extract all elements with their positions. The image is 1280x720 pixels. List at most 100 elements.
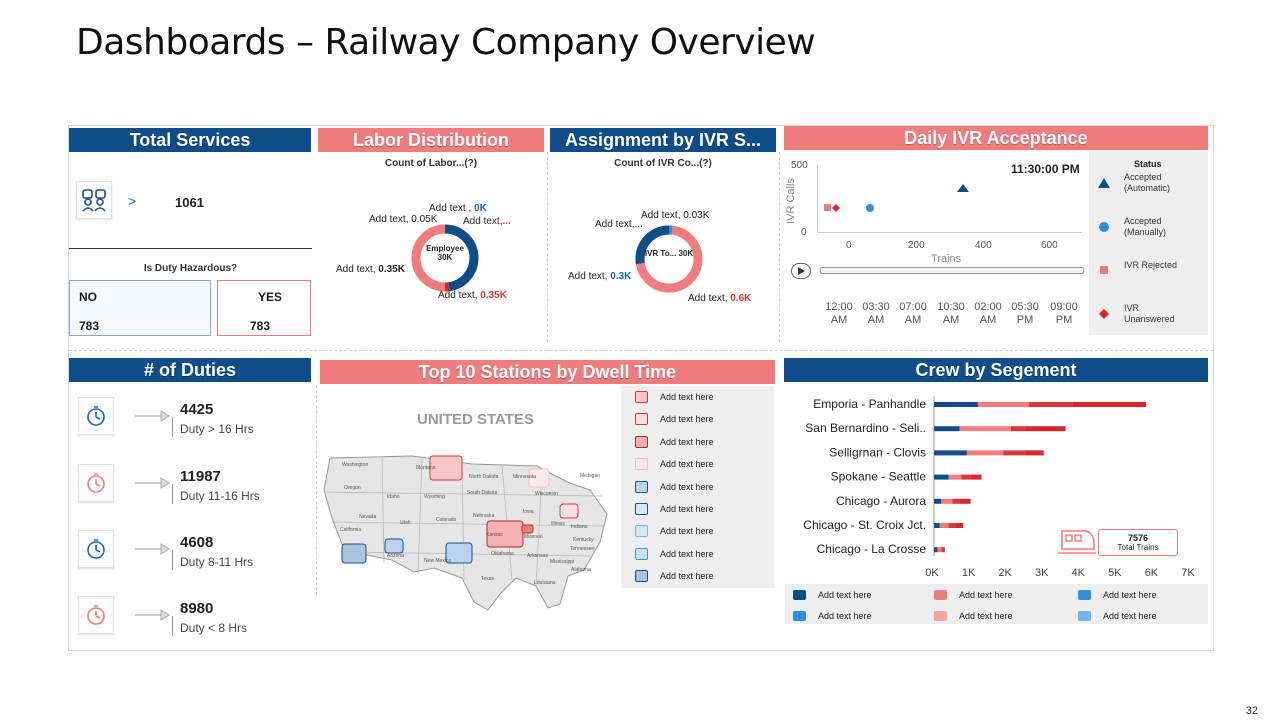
state-label: Washington <box>342 462 369 468</box>
crew-header: Crew by Segement <box>784 358 1208 382</box>
legend-label: Add text here <box>660 526 714 537</box>
plot-area <box>817 165 1082 233</box>
legend-item: Add text here <box>1078 611 1157 621</box>
divider <box>547 152 548 342</box>
legend-label: Add text here <box>660 504 714 514</box>
legend-swatch <box>1078 611 1091 621</box>
state-highlight <box>528 468 550 488</box>
divider <box>69 350 1213 351</box>
stopwatch-icon <box>78 596 114 634</box>
duty-label: Duty < 8 Hrs <box>180 621 248 635</box>
x-tick-label: 0K <box>925 567 939 579</box>
timeline-tick: 12:00 AM <box>825 301 853 326</box>
hazard-yes-card: YES 783 <box>217 280 311 336</box>
x-axis-label: Trains <box>931 253 962 265</box>
x-tick-label: 6K <box>1145 567 1159 579</box>
y-tick-0: 0 <box>801 227 807 238</box>
timeline-slider[interactable] <box>820 267 1084 274</box>
status-ivr-unanswered: IVR Unanswered <box>1124 303 1175 324</box>
legend-label: Add text here <box>959 590 1013 600</box>
bar-segment <box>934 450 967 456</box>
category-label: Chicago - St. Croix Jct. <box>803 518 926 532</box>
bar-segment <box>934 498 942 504</box>
state-label: South Dakota <box>467 490 498 496</box>
hazard-no-label: NO <box>79 290 97 304</box>
bar-segment <box>952 498 960 504</box>
bar-segment <box>1003 450 1026 456</box>
legend-swatch <box>793 611 806 621</box>
point-ivr-rejected <box>824 204 831 211</box>
legend-label: Add text here <box>1103 590 1157 600</box>
bar-segment <box>937 547 942 553</box>
legend-label: Add text here <box>660 414 714 425</box>
ivr-label-2: Add text,... <box>595 219 643 230</box>
legend-item: Add text here <box>635 524 714 538</box>
legend-label: Add text here <box>660 548 714 559</box>
state-label: Utah <box>400 520 411 526</box>
ivr-label-4: Add text, 0.6K <box>688 293 752 304</box>
bar-segment <box>959 426 1011 432</box>
category-label: San Bernardino - Seli.. <box>805 421 926 435</box>
total-trains-value: 7576 <box>1127 533 1149 543</box>
total-services-value: 1061 <box>175 195 204 210</box>
ivr-center: IVR To... 30K <box>644 249 694 258</box>
labor-donut <box>411 224 479 292</box>
x-tick-label: 1K <box>962 567 976 579</box>
arrow-connector-icon <box>135 608 173 627</box>
hazard-yes-value: 783 <box>250 319 271 333</box>
play-button[interactable] <box>791 263 811 279</box>
duty-label: Duty 8-11 Hrs <box>180 555 254 569</box>
x-tick-label: 4K <box>1072 567 1086 579</box>
bar-segment <box>934 426 960 432</box>
legend-swatch <box>635 413 648 426</box>
legend-label: Add text here <box>959 611 1013 621</box>
page-number: 32 <box>1245 705 1258 717</box>
status-ivr-rejected: IVR Rejected <box>1124 260 1178 270</box>
x-tick: 400 <box>975 240 992 251</box>
legend-label: Add text here <box>660 436 714 447</box>
state-label: Texas <box>481 576 495 582</box>
point-accepted-automatic <box>957 184 969 192</box>
legend-label: Add text here <box>818 590 872 600</box>
square-icon <box>1100 266 1108 274</box>
labor-label-5: Add text, 0.35K <box>438 290 507 301</box>
bar-segment <box>948 474 962 480</box>
hazard-yes-label: YES <box>258 290 283 304</box>
timeline-tick: 02:00 AM <box>974 301 1002 326</box>
legend-swatch <box>635 503 648 515</box>
bar-segment <box>941 547 945 553</box>
bar-segment <box>970 474 982 480</box>
state-label: Kentucky <box>573 537 594 543</box>
stopwatch-icon <box>78 464 114 502</box>
bar-segment <box>1010 426 1026 432</box>
crew-legend-area <box>785 584 1208 624</box>
services-icon <box>76 181 112 219</box>
train-icon <box>1058 530 1096 554</box>
status-legend <box>1089 152 1208 335</box>
category-label: Chicago - Aurora <box>836 494 926 508</box>
hazard-question: Is Duty Hazardous? <box>143 263 238 274</box>
category-label: Emporia - Panhandle <box>813 397 926 411</box>
legend-swatch <box>635 391 648 403</box>
x-tick-label: 2K <box>998 567 1012 579</box>
arrow-connector-icon <box>135 409 173 428</box>
legend-swatch <box>934 590 947 600</box>
state-highlight <box>384 538 404 554</box>
legend-item: Add text here <box>635 569 714 583</box>
x-tick-label: 5K <box>1108 567 1122 579</box>
legend-item: Add text here <box>635 502 714 516</box>
legend-label: Add text here <box>1103 611 1157 621</box>
bar-segment <box>934 474 949 480</box>
ivr-donut <box>635 225 703 293</box>
timeline-tick: 07:00 AM <box>899 301 927 326</box>
category-label: Selligrnan - Clovis <box>829 445 926 459</box>
state-label: Arkansas <box>527 553 548 559</box>
divider <box>172 417 173 437</box>
total-trains-box: 7576 Total Trains <box>1098 529 1178 556</box>
y-tick-500: 500 <box>791 160 808 171</box>
duty-label: Duty > 16 Hrs <box>180 422 254 436</box>
state-label: Arizona <box>387 553 404 559</box>
state-label: Louisiana <box>534 580 556 586</box>
ivr-label-1: Add text, 0.03K <box>641 210 710 221</box>
legend-item: Add text here <box>635 547 714 561</box>
